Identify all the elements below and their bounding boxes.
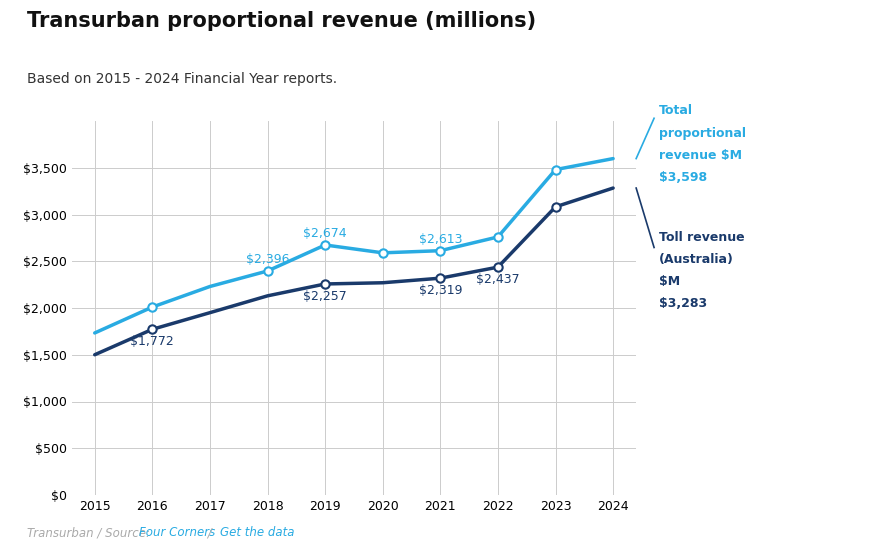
Text: $2,257: $2,257 [303, 290, 347, 303]
Text: $3,598: $3,598 [659, 170, 707, 184]
Text: Transurban / Source:: Transurban / Source: [27, 526, 153, 539]
Text: $M: $M [659, 275, 680, 288]
Text: /: / [204, 526, 216, 539]
Text: $2,319: $2,319 [418, 284, 462, 297]
Text: revenue $M: revenue $M [659, 148, 742, 162]
Text: Transurban proportional revenue (millions): Transurban proportional revenue (million… [27, 11, 536, 31]
Text: $2,613: $2,613 [418, 233, 462, 246]
Text: Based on 2015 - 2024 Financial Year reports.: Based on 2015 - 2024 Financial Year repo… [27, 72, 337, 85]
Text: proportional: proportional [659, 126, 745, 140]
Text: $2,437: $2,437 [476, 273, 520, 286]
Text: Four Corners: Four Corners [139, 526, 215, 539]
Text: $1,772: $1,772 [131, 335, 174, 348]
Text: $2,674: $2,674 [304, 227, 347, 240]
Text: $3,283: $3,283 [659, 297, 707, 310]
Text: (Australia): (Australia) [659, 253, 734, 266]
Text: $2,396: $2,396 [246, 253, 289, 266]
Text: Get the data: Get the data [220, 526, 294, 539]
Text: Toll revenue: Toll revenue [659, 231, 745, 244]
Text: Total: Total [659, 104, 693, 118]
